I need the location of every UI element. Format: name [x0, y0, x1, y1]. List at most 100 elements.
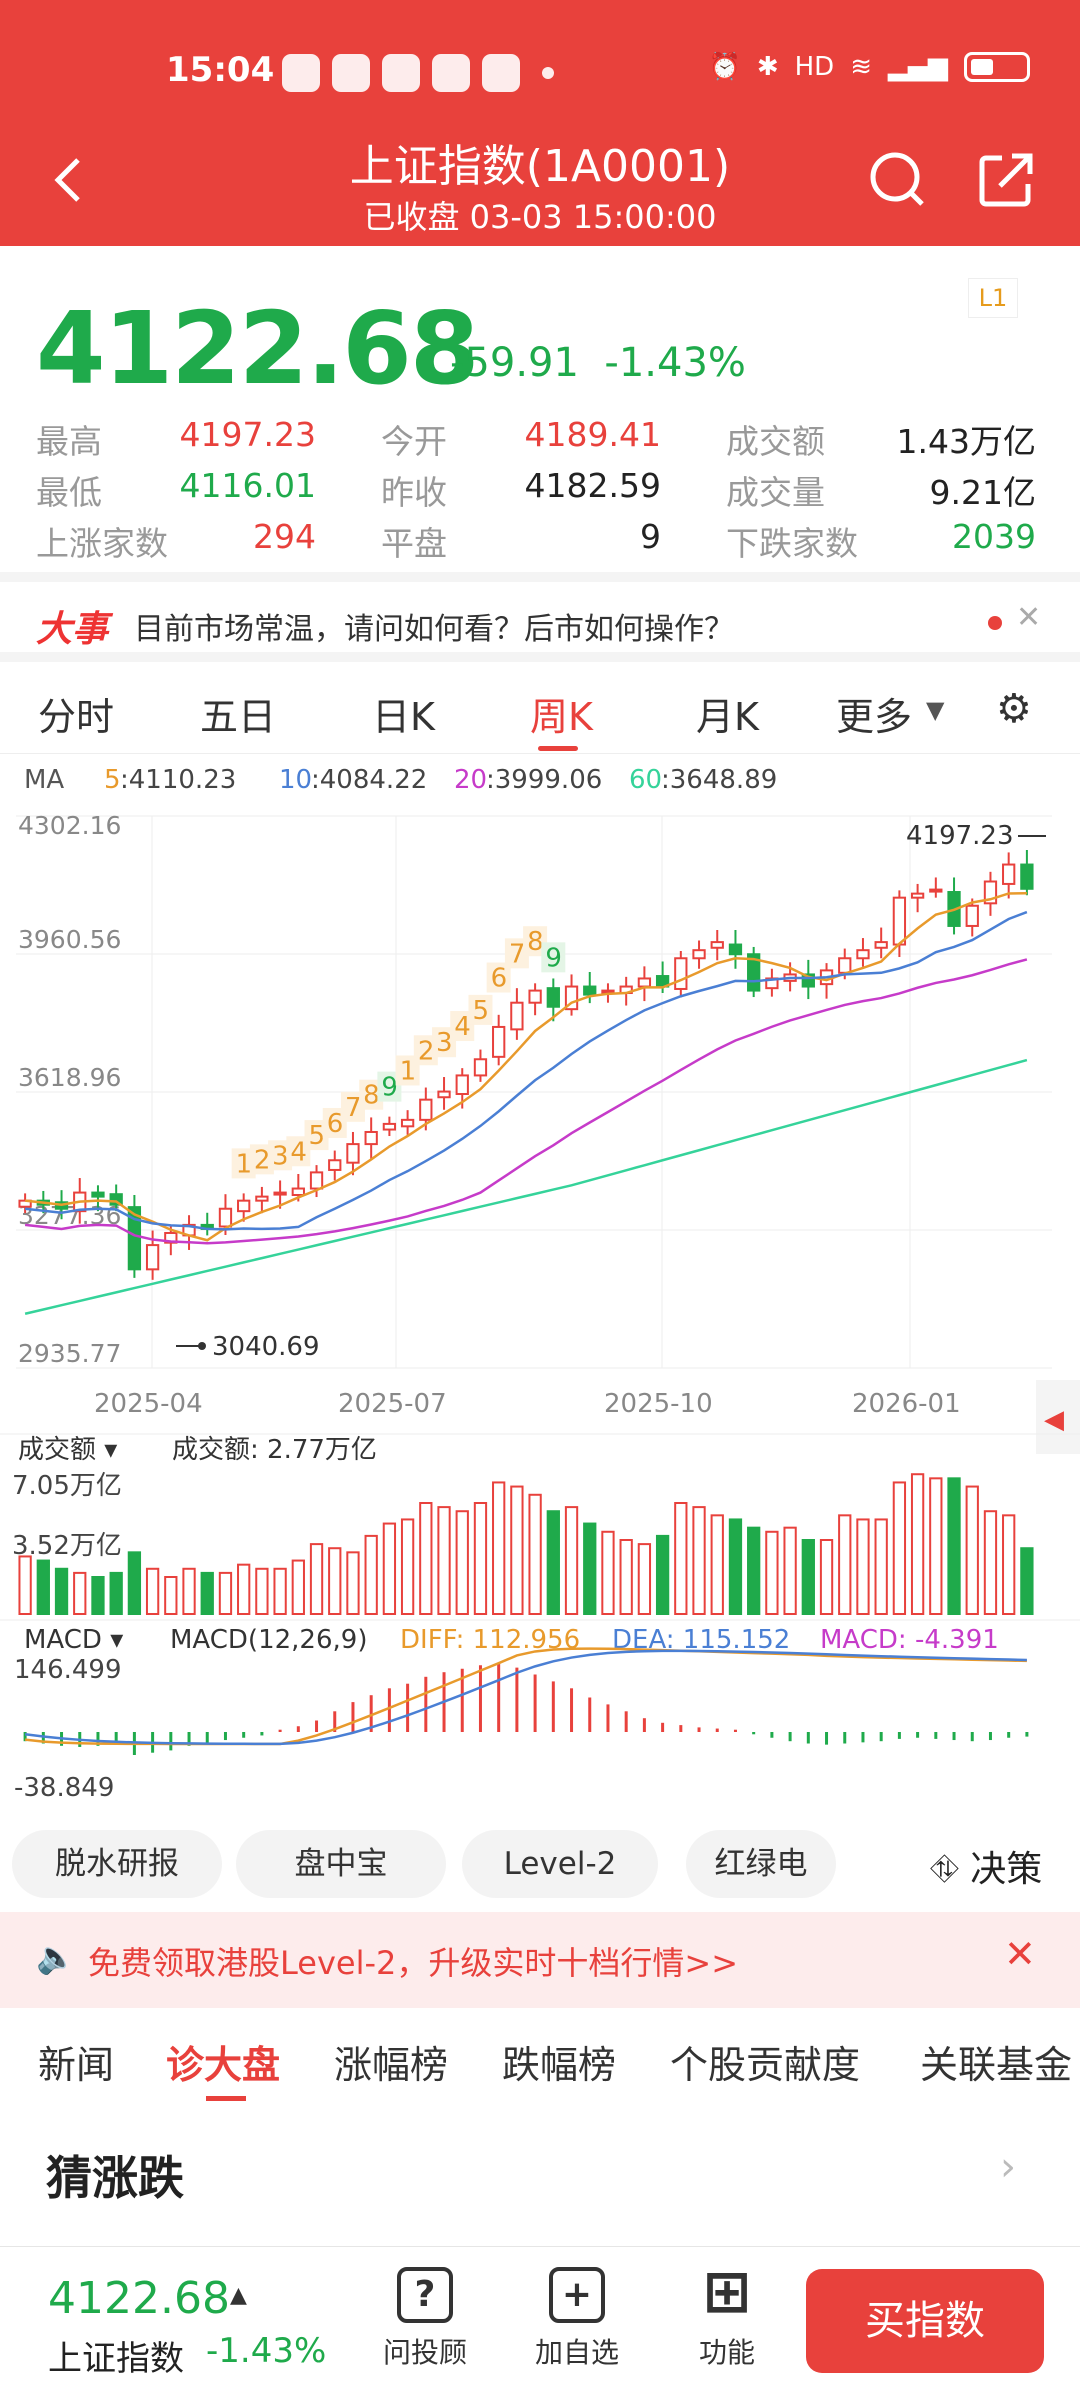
decision-button[interactable]: ⛗ 决策 — [930, 1840, 1042, 1892]
ask-advisor-button[interactable]: ? 问投顾 — [370, 2267, 480, 2371]
close-news-button[interactable]: ✕ — [1016, 600, 1042, 635]
more-notifications-dot — [542, 67, 554, 79]
candle — [273, 1191, 287, 1196]
tab-1[interactable]: 五日 — [200, 695, 277, 739]
y-tick-label: 2935.77 — [18, 1339, 121, 1368]
stat-label: 上涨家数 — [36, 524, 168, 563]
info-tab-5[interactable]: 关联基金 — [920, 2043, 1073, 2087]
stat-value: 4197.23 — [179, 415, 316, 454]
candle — [237, 1199, 251, 1213]
td-count-label: 3 — [272, 1141, 289, 1171]
add-watchlist-button[interactable]: + 加自选 — [522, 2267, 632, 2371]
wifi-icon: ≋ — [850, 52, 872, 82]
back-button[interactable] — [48, 150, 98, 210]
tab-3[interactable]: 周K — [530, 695, 593, 739]
td-count-label: 3 — [436, 1028, 453, 1058]
volume-bar — [546, 1510, 560, 1616]
volume-bar — [200, 1571, 214, 1616]
td-count-label: 5 — [309, 1121, 326, 1151]
candle — [109, 1193, 123, 1206]
signal-icon: ▂▄▆ — [888, 52, 948, 82]
plus-icon: + — [549, 2267, 605, 2323]
volume-value: 成交额: 2.77万亿 — [172, 1435, 377, 1465]
info-tab-1[interactable]: 诊大盘 — [166, 2043, 281, 2087]
volume-bar — [983, 1510, 998, 1616]
stat-label: 下跌家数 — [726, 524, 858, 563]
buy-index-button[interactable]: 买指数 — [806, 2269, 1044, 2373]
volume-bar — [692, 1506, 706, 1615]
info-tab-4[interactable]: 个股贡献度 — [670, 2043, 861, 2087]
candle — [127, 1206, 142, 1271]
system-icons: ⏰ ✱ HD ≋ ▂▄▆ — [708, 52, 1030, 82]
tab-2[interactable]: 日K — [372, 695, 435, 739]
macd-dea-line — [24, 1649, 1027, 1746]
volume-bar — [710, 1514, 724, 1615]
bottom-price: 4122.68 — [48, 2273, 230, 2324]
volume-bar — [145, 1567, 160, 1615]
promo-banner[interactable]: 🔈 免费领取港股Level-2，升级实时十档行情>> ✕ — [0, 1912, 1080, 2008]
price-change: -59.91 -1.43% — [450, 340, 746, 386]
high-marker-label: 4197.23 — [906, 821, 1014, 851]
kline-chart[interactable]: MA 5:4110.23 10:4084.22 20:3999.06 60:3648.8… — [0, 756, 1080, 1816]
td-bg — [541, 942, 566, 973]
pill-2[interactable]: Level-2 — [462, 1830, 658, 1898]
quote-stats: 最高 4197.23 今开 4189.41 成交额 1.43万亿 最低 4116.01 昨收 41… — [36, 415, 1046, 568]
stat-label: 最高 — [36, 422, 102, 461]
search-button[interactable] — [868, 150, 928, 210]
candle — [601, 989, 615, 994]
candle — [91, 1191, 105, 1198]
y-tick-label: 3960.56 — [18, 925, 121, 954]
gear-icon[interactable]: ⚙ — [996, 686, 1032, 732]
info-tab-3[interactable]: 跌幅榜 — [502, 2043, 617, 2087]
bluetooth-icon: ✱ — [756, 52, 779, 82]
stat-value: 9 — [640, 517, 661, 556]
close-promo-button[interactable]: ✕ — [1004, 1932, 1036, 1976]
level-badge[interactable]: L1 — [968, 278, 1018, 318]
tab-4[interactable]: 月K — [696, 695, 759, 739]
candle — [983, 880, 998, 905]
pill-0[interactable]: 脱水研报 — [12, 1830, 222, 1898]
ma-key-10: 10 — [279, 765, 312, 795]
guess-section-title[interactable]: 猜涨跌 — [46, 2151, 184, 2205]
x-tick-label: 2025-07 — [338, 1389, 447, 1419]
td-count-label: 1 — [236, 1149, 253, 1179]
tab-5[interactable]: 更多 — [836, 695, 913, 739]
pill-3[interactable]: 红绿电 — [686, 1830, 836, 1898]
info-tab-2[interactable]: 涨幅榜 — [334, 2043, 449, 2087]
bottom-change-pct: -1.43% — [206, 2331, 327, 2371]
candle — [419, 1098, 433, 1121]
dropdown-icon[interactable]: ▼ — [926, 696, 945, 724]
volume-bar — [637, 1543, 652, 1615]
side-handle — [1036, 1380, 1080, 1454]
app-notification-icon — [382, 54, 420, 92]
td-count-label: 8 — [363, 1081, 380, 1111]
chevron-right-icon[interactable]: › — [1000, 2144, 1016, 2190]
market-status: 已收盘 03-03 15:00:00 — [363, 198, 717, 236]
x-tick-label: 2026-01 — [852, 1389, 961, 1419]
candle — [1002, 863, 1016, 885]
question-icon: ? — [397, 2267, 453, 2323]
volume-bar — [218, 1571, 233, 1616]
volume-bar — [510, 1485, 524, 1615]
candle — [400, 1118, 415, 1128]
volume-bar — [528, 1493, 542, 1615]
status-time: 15:04 — [166, 50, 275, 90]
volume-bar — [18, 1555, 32, 1616]
share-button[interactable] — [976, 150, 1036, 210]
volume-bar — [364, 1534, 378, 1616]
functions-button[interactable]: ⊞ 功能 — [672, 2262, 782, 2371]
candle — [18, 1199, 32, 1208]
td-count-label: 9 — [381, 1073, 398, 1103]
pill-1[interactable]: 盘中宝 — [236, 1830, 446, 1898]
tab-0[interactable]: 分时 — [38, 695, 115, 739]
header-bar: 15:04 ⏰ ✱ HD ≋ ▂▄▆ 上证指数(1A0001) 已收盘 03-0… — [0, 0, 1080, 246]
expand-up-icon[interactable]: ▲ — [230, 2283, 247, 2308]
info-tab-0[interactable]: 新闻 — [38, 2043, 115, 2087]
volume-bar — [91, 1576, 105, 1615]
volume-bar — [655, 1534, 670, 1616]
promo-text: 免费领取港股Level-2，升级实时十档行情>> — [88, 1944, 739, 1982]
candle — [145, 1244, 160, 1271]
news-banner[interactable]: 大事 目前市场常温，请问如何看？后市如何操作？ ✕ — [0, 572, 1080, 662]
candle — [728, 943, 743, 956]
x-tick-label: 2025-04 — [94, 1389, 203, 1419]
